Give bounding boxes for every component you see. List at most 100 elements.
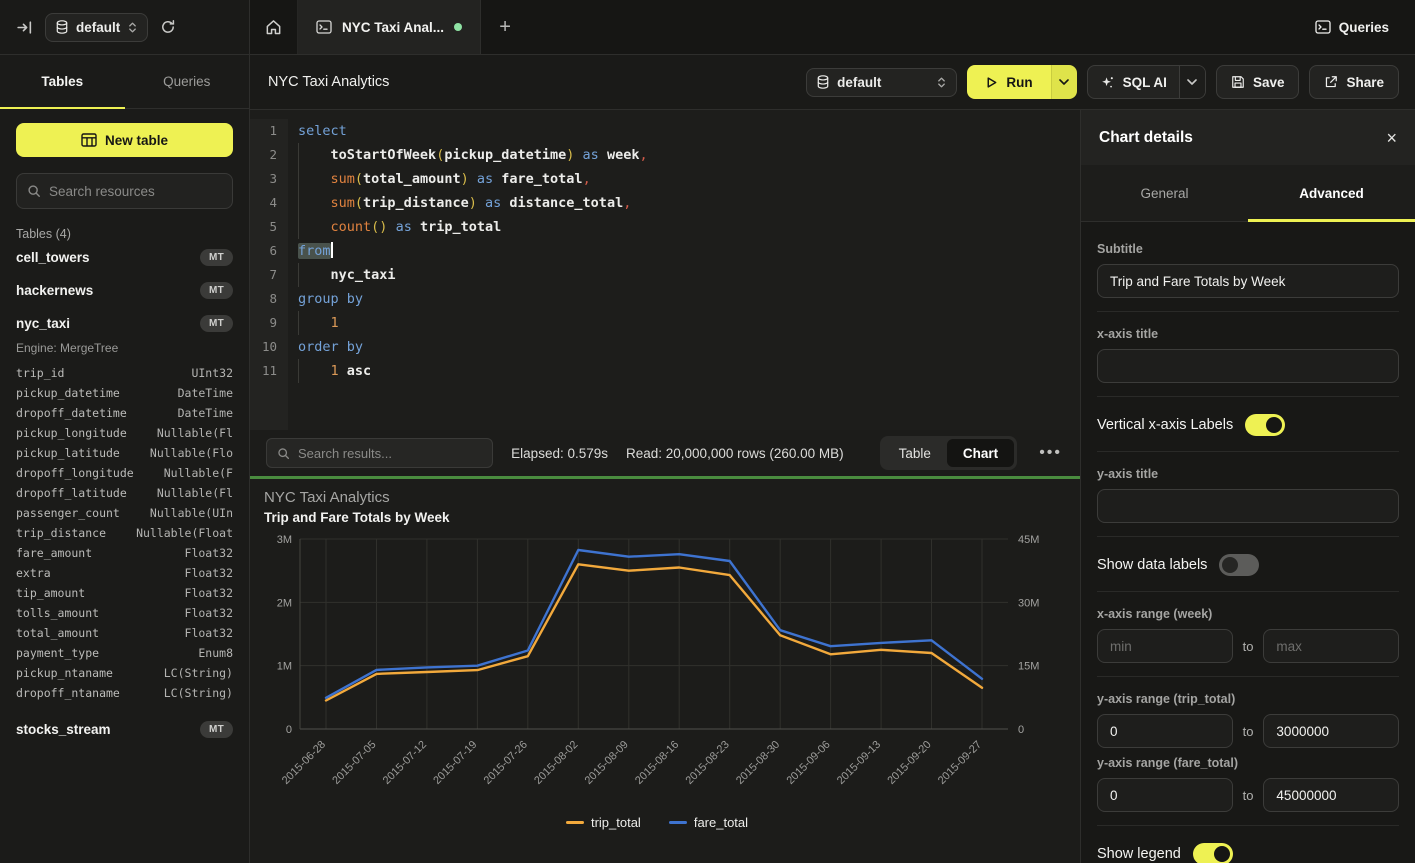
- share-icon: [1324, 75, 1338, 89]
- column-row: pickup_ntaname LC(String): [16, 666, 233, 680]
- sql-ai-button[interactable]: SQL AI: [1088, 66, 1179, 98]
- x-range-min-input[interactable]: [1097, 629, 1233, 663]
- selected-word: from: [298, 243, 331, 259]
- svg-text:2M: 2M: [277, 597, 292, 609]
- x-axis-title-label: x-axis title: [1097, 327, 1159, 341]
- code-line[interactable]: select: [298, 123, 347, 139]
- run-options-button[interactable]: [1050, 65, 1077, 99]
- results-search-input[interactable]: [298, 445, 483, 461]
- line-number: 3: [269, 171, 277, 186]
- sidebar-search[interactable]: [16, 173, 233, 209]
- x-range-max-input[interactable]: [1263, 629, 1399, 663]
- column-row: tip_amount Float32: [16, 586, 233, 600]
- tab-nyc-taxi-analytics[interactable]: NYC Taxi Anal...: [298, 0, 482, 54]
- show-data-labels-toggle[interactable]: [1219, 554, 1260, 576]
- y-axis-title-input[interactable]: [1097, 489, 1399, 523]
- x-axis-title-input[interactable]: [1097, 349, 1399, 383]
- y-range-fare-min-input[interactable]: [1097, 778, 1233, 812]
- table-row-hackernews[interactable]: hackernews MT: [16, 274, 233, 307]
- refresh-icon[interactable]: [158, 17, 178, 37]
- sidebar-search-input[interactable]: [49, 183, 222, 199]
- legend-item-trip_total[interactable]: trip_total: [565, 815, 641, 830]
- y-range-fare-max-input[interactable]: [1263, 778, 1399, 812]
- legend-swatch: [565, 821, 584, 824]
- results-search[interactable]: [266, 438, 494, 468]
- database-selector-toolbar[interactable]: default: [806, 67, 958, 97]
- x-axis-label: 2015-07-05: [330, 739, 378, 787]
- legend-item-fare_total[interactable]: fare_total: [668, 815, 748, 830]
- series-line-fare_total: [324, 548, 984, 700]
- x-axis-range-label: x-axis range (week): [1097, 607, 1213, 621]
- chart-title: NYC Taxi Analytics: [264, 489, 390, 506]
- new-tab-button[interactable]: +: [499, 15, 511, 38]
- editor-code[interactable]: select toStartOfWeek(pickup_datetime) as…: [288, 119, 1080, 430]
- tab-advanced[interactable]: Advanced: [1248, 165, 1415, 222]
- table-row-cell-towers[interactable]: cell_towers MT: [16, 241, 233, 274]
- code-line[interactable]: 1: [298, 311, 1080, 335]
- share-label: Share: [1346, 74, 1384, 90]
- show-legend-toggle[interactable]: [1192, 843, 1233, 863]
- y-axis-title-label: y-axis title: [1097, 467, 1159, 481]
- run-success-bar: [250, 476, 1080, 479]
- code-line[interactable]: count() as trip_total: [298, 215, 1080, 239]
- y-range-trip-max-input[interactable]: [1263, 714, 1399, 748]
- line-number: 10: [261, 339, 277, 354]
- nyc-taxi-columns: trip_id UInt32 pickup_datetime DateTime drop…: [16, 363, 233, 703]
- svg-text:15M: 15M: [1018, 661, 1039, 673]
- code-line[interactable]: toStartOfWeek(pickup_datetime) as week,: [298, 143, 1080, 167]
- tab-title: NYC Taxi Anal...: [342, 19, 445, 35]
- vertical-x-axis-labels-row: Vertical x-axis Labels: [1097, 412, 1399, 438]
- code-line[interactable]: group by: [298, 291, 364, 307]
- table-row-stocks-stream[interactable]: stocks_stream MT: [16, 713, 233, 746]
- queries-button[interactable]: Queries: [1315, 20, 1389, 35]
- sidebar-tab-queries[interactable]: Queries: [163, 74, 211, 89]
- x-axis-label: 2015-08-02: [532, 739, 580, 787]
- code-line[interactable]: order by: [298, 339, 364, 355]
- subtitle-input[interactable]: [1097, 264, 1399, 298]
- sidebar-tabs: Tables Queries: [0, 55, 249, 109]
- database-selector-top[interactable]: default: [45, 12, 149, 42]
- query-title: NYC Taxi Analytics: [268, 74, 390, 90]
- run-button[interactable]: Run: [967, 65, 1051, 99]
- vertical-x-axis-labels-toggle[interactable]: [1245, 414, 1286, 436]
- code-line[interactable]: from: [298, 239, 1080, 263]
- code-line[interactable]: sum(total_amount) as fare_total,: [298, 167, 1080, 191]
- chart-panel: NYC Taxi Analytics Trip and Fare Totals …: [250, 479, 1080, 863]
- code-line[interactable]: nyc_taxi: [298, 263, 1080, 287]
- sql-editor[interactable]: 1 2 3 4 5 6 7 8 9 10 11 select toStartOfWeek(picku…: [250, 110, 1080, 430]
- to-label: to: [1242, 638, 1254, 654]
- code-line[interactable]: 1 asc: [298, 359, 1080, 383]
- column-row: pickup_longitude Nullable(Fl: [16, 426, 233, 440]
- more-options-icon[interactable]: •••: [1039, 444, 1062, 461]
- workspace: 1 2 3 4 5 6 7 8 9 10 11 select toStartOfWeek(picku…: [250, 110, 1080, 863]
- show-legend-label: Show legend: [1097, 846, 1181, 862]
- new-table-button[interactable]: New table: [16, 123, 233, 157]
- new-table-label: New table: [104, 132, 169, 148]
- home-button[interactable]: [250, 0, 298, 54]
- table-name: stocks_stream: [16, 722, 111, 737]
- sidebar-tab-tables[interactable]: Tables: [0, 55, 125, 109]
- queries-label: Queries: [1338, 19, 1389, 35]
- code-line[interactable]: sum(trip_distance) as distance_total,: [298, 191, 1080, 215]
- tab-unsaved-dot: [454, 23, 463, 31]
- toggle-sidebar-icon[interactable]: [14, 18, 35, 37]
- sparkles-icon: [1100, 75, 1115, 90]
- sql-ai-options-button[interactable]: [1178, 66, 1205, 98]
- close-icon[interactable]: ×: [1386, 127, 1397, 148]
- y-range-trip-min-input[interactable]: [1097, 714, 1233, 748]
- x-axis-label: 2015-08-23: [684, 739, 732, 787]
- view-toggle-table[interactable]: Table: [898, 445, 931, 461]
- legend-swatch: [668, 821, 687, 824]
- line-number: 9: [269, 315, 277, 330]
- save-button[interactable]: Save: [1215, 65, 1300, 99]
- share-button[interactable]: Share: [1309, 65, 1399, 99]
- show-data-labels-row: Show data labels: [1097, 552, 1399, 578]
- query-terminal-icon: [316, 20, 332, 34]
- y-axis-range-trip-label: y-axis range (trip_total): [1097, 692, 1236, 706]
- table-row-nyc-taxi[interactable]: nyc_taxi MT: [16, 307, 233, 340]
- view-toggle-chart[interactable]: Chart: [946, 439, 1015, 467]
- queries-icon: [1315, 20, 1331, 34]
- tab-general[interactable]: General: [1140, 185, 1189, 201]
- line-number: 8: [269, 291, 277, 306]
